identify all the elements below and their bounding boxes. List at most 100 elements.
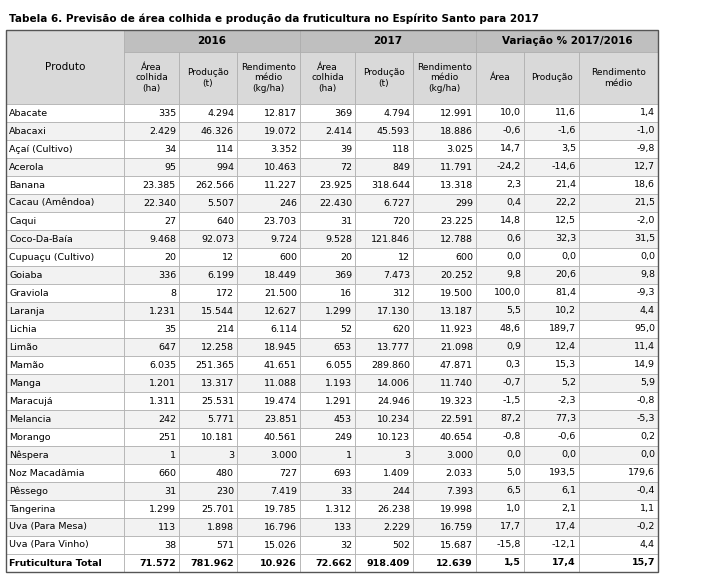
Text: 172: 172: [216, 289, 234, 297]
Text: Área
colhida
(ha): Área colhida (ha): [311, 63, 344, 93]
Text: 22.591: 22.591: [440, 415, 473, 423]
Bar: [579, 428, 658, 446]
Bar: [124, 464, 179, 482]
Text: 6.727: 6.727: [383, 199, 410, 207]
Text: 15.544: 15.544: [201, 306, 234, 316]
Bar: [300, 428, 355, 446]
Bar: [579, 230, 658, 248]
Bar: [579, 52, 658, 104]
Text: 20.252: 20.252: [440, 271, 473, 279]
Bar: [355, 338, 413, 356]
Text: 0,2: 0,2: [640, 433, 655, 441]
Bar: [476, 392, 524, 410]
Text: 12,5: 12,5: [555, 217, 576, 225]
Text: Acerola: Acerola: [9, 162, 44, 172]
Bar: [355, 52, 413, 104]
Bar: [524, 212, 579, 230]
Text: -12,1: -12,1: [552, 540, 576, 550]
Text: 11.088: 11.088: [264, 378, 297, 388]
Bar: [524, 428, 579, 446]
Bar: [300, 500, 355, 518]
Text: 33: 33: [340, 487, 352, 495]
Text: 0,9: 0,9: [506, 343, 521, 351]
Bar: [300, 104, 355, 122]
Bar: [237, 536, 300, 554]
Text: 118: 118: [392, 145, 410, 153]
Bar: [579, 194, 658, 212]
Text: 369: 369: [334, 271, 352, 279]
Text: 11.227: 11.227: [264, 180, 297, 190]
Text: 480: 480: [216, 468, 234, 478]
Bar: [6, 194, 124, 212]
Text: Lichia: Lichia: [9, 324, 36, 334]
Bar: [6, 284, 124, 302]
Bar: [124, 122, 179, 140]
Text: 16.759: 16.759: [440, 522, 473, 532]
Text: -9,3: -9,3: [637, 289, 655, 297]
Bar: [300, 356, 355, 374]
Bar: [124, 140, 179, 158]
Text: -1,6: -1,6: [557, 127, 576, 135]
Bar: [476, 248, 524, 266]
Text: 133: 133: [334, 522, 352, 532]
Text: 9,8: 9,8: [640, 271, 655, 279]
Bar: [413, 302, 476, 320]
Bar: [179, 230, 237, 248]
Bar: [579, 122, 658, 140]
Bar: [124, 482, 179, 500]
Bar: [579, 266, 658, 284]
Text: Produto: Produto: [45, 62, 85, 72]
Bar: [413, 356, 476, 374]
Bar: [524, 104, 579, 122]
Bar: [413, 554, 476, 572]
Text: 47.871: 47.871: [440, 361, 473, 369]
Bar: [413, 230, 476, 248]
Text: Fruticultura Total: Fruticultura Total: [9, 559, 102, 567]
Text: 14,8: 14,8: [500, 217, 521, 225]
Text: 19.474: 19.474: [264, 396, 297, 406]
Bar: [124, 554, 179, 572]
Text: 31: 31: [164, 487, 176, 495]
Text: 230: 230: [216, 487, 234, 495]
Bar: [355, 392, 413, 410]
Text: 2.414: 2.414: [325, 127, 352, 135]
Text: Produção
(t): Produção (t): [187, 69, 229, 88]
Bar: [579, 338, 658, 356]
Text: 5.771: 5.771: [207, 415, 234, 423]
Bar: [124, 284, 179, 302]
Bar: [179, 482, 237, 500]
Text: 502: 502: [392, 540, 410, 550]
Bar: [6, 518, 124, 536]
Bar: [355, 104, 413, 122]
Text: 9.724: 9.724: [270, 234, 297, 244]
Bar: [524, 320, 579, 338]
Text: 1: 1: [170, 450, 176, 460]
Bar: [237, 446, 300, 464]
Text: 15,3: 15,3: [555, 361, 576, 369]
Bar: [413, 338, 476, 356]
Text: 15,7: 15,7: [632, 559, 655, 567]
Bar: [355, 194, 413, 212]
Text: -0,4: -0,4: [637, 487, 655, 495]
Text: 1,1: 1,1: [640, 505, 655, 513]
Text: 23.385: 23.385: [142, 180, 176, 190]
Text: 8: 8: [170, 289, 176, 297]
Bar: [300, 122, 355, 140]
Bar: [179, 374, 237, 392]
Text: 0,0: 0,0: [640, 252, 655, 262]
Text: 5.507: 5.507: [207, 199, 234, 207]
Bar: [413, 122, 476, 140]
Text: 0,0: 0,0: [561, 450, 576, 460]
Text: 12.991: 12.991: [440, 108, 473, 118]
Bar: [413, 266, 476, 284]
Text: 4,4: 4,4: [640, 540, 655, 550]
Bar: [179, 52, 237, 104]
Text: 10.926: 10.926: [261, 559, 297, 567]
Text: 12.627: 12.627: [264, 306, 297, 316]
Bar: [6, 482, 124, 500]
Bar: [579, 500, 658, 518]
Bar: [413, 320, 476, 338]
Bar: [579, 482, 658, 500]
Bar: [579, 212, 658, 230]
Bar: [355, 464, 413, 482]
